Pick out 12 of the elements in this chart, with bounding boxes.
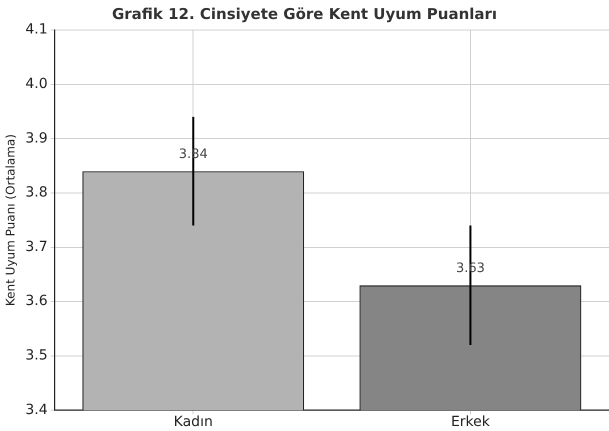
y-tick-label: 3.7 [25,238,48,255]
y-axis-title: Kent Uyum Puanı (Ortalama) [3,134,18,306]
y-tick-label: 4.0 [25,76,48,92]
y-tick-label: 3.9 [25,130,48,146]
x-tick-label: Erkek [450,414,491,430]
y-tick-label: 4.1 [25,22,48,38]
y-tick-label: 3.6 [25,293,48,310]
chart-title: Grafik 12. Cinsiyete Göre Kent Uyum Puanları [112,4,498,23]
x-tick-label: Kadın [174,414,213,430]
y-tick-label: 3.4 [25,402,48,418]
y-tick-label: 3.8 [25,184,48,201]
y-tick-label: 3.5 [25,348,48,364]
